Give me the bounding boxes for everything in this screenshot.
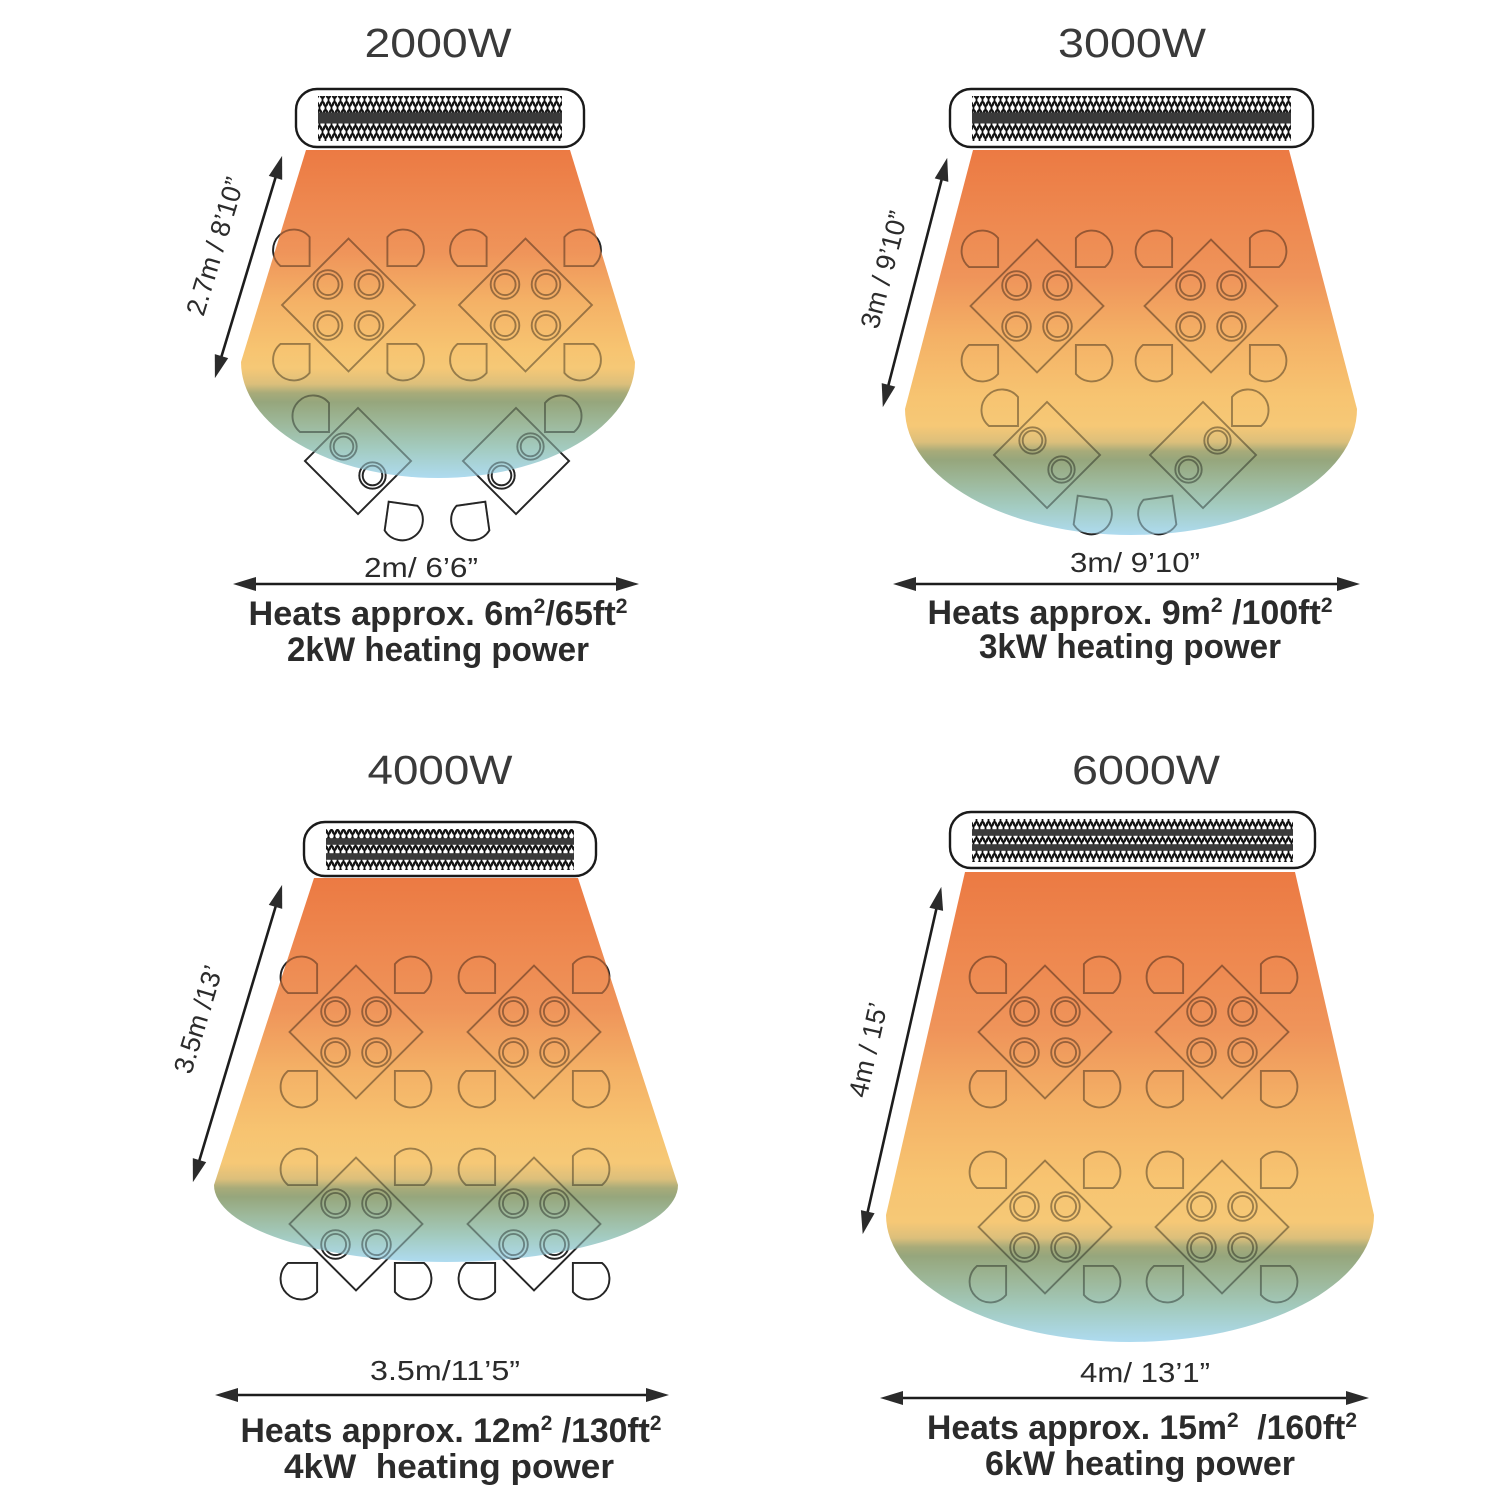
svg-text:Heats approx. 9m2​ /100ft2​: Heats approx. 9m2​ /100ft2​	[928, 594, 1333, 632]
svg-text:4m/ 13’1”: 4m/ 13’1”	[1080, 1357, 1210, 1388]
svg-text:2kW heating power: 2kW heating power	[287, 631, 589, 669]
svg-text:3.5m/11’5”: 3.5m/11’5”	[370, 1355, 520, 1386]
svg-text:Heats approx. 15m2​ /160ft2​: Heats approx. 15m2​ /160ft2​	[927, 1409, 1357, 1447]
svg-text:2000W: 2000W	[365, 20, 512, 66]
svg-text:6000W: 6000W	[1072, 747, 1220, 793]
svg-text:6kW heating power: 6kW heating power	[985, 1445, 1295, 1483]
svg-text:Heats approx. 12m2​ /130ft2​: Heats approx. 12m2​ /130ft2​	[241, 1412, 662, 1450]
svg-text:3kW heating power: 3kW heating power	[979, 628, 1281, 666]
svg-text:3m/ 9’10”: 3m/ 9’10”	[1070, 547, 1200, 578]
svg-text:4000W: 4000W	[368, 747, 513, 793]
svg-text:2m/ 6’6”: 2m/ 6’6”	[364, 552, 478, 583]
svg-text:3000W: 3000W	[1058, 20, 1206, 66]
svg-text:4kW heating power: 4kW heating power	[284, 1448, 614, 1486]
svg-text:Heats approx. 6m2​/65ft2​: Heats approx. 6m2​/65ft2​	[249, 595, 628, 633]
